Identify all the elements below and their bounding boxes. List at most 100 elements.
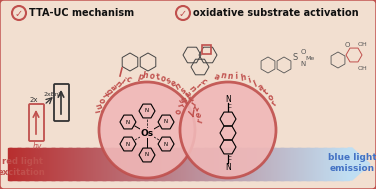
Bar [170,148,172,180]
Bar [59,148,61,180]
Bar [146,148,148,180]
Bar [316,148,318,180]
Bar [11,148,13,180]
Bar [124,148,125,180]
Circle shape [99,82,195,178]
Bar [55,148,56,180]
Bar [223,148,225,180]
Bar [18,148,20,180]
Bar [49,148,50,180]
Text: o: o [159,73,167,84]
Text: g: g [178,95,189,104]
Bar [104,148,106,180]
Bar [114,148,115,180]
Bar [45,148,47,180]
Bar [313,148,314,180]
Bar [62,148,64,180]
Bar [296,148,297,180]
Bar [212,148,214,180]
Bar [297,148,299,180]
Bar [239,148,241,180]
Bar [247,148,249,180]
Text: red light
excitation: red light excitation [0,157,46,177]
Bar [335,148,337,180]
Bar [9,148,11,180]
Bar [200,148,201,180]
Text: Me: Me [305,56,315,60]
Bar [182,148,184,180]
Bar [96,148,98,180]
Bar [32,148,33,180]
Text: oxidative substrate activation: oxidative substrate activation [193,8,359,18]
Bar [202,148,203,180]
Bar [346,148,347,180]
Bar [268,148,269,180]
Bar [118,148,120,180]
Bar [347,148,349,180]
Bar [105,148,107,180]
Bar [145,148,147,180]
Bar [330,148,332,180]
Bar [209,148,210,180]
Bar [276,148,277,180]
Text: N: N [126,142,130,146]
Text: i: i [120,77,126,86]
Bar [289,148,291,180]
Text: Os: Os [141,129,153,138]
Bar [221,148,223,180]
Bar [10,148,12,180]
Bar [100,148,102,180]
Bar [231,148,233,180]
Bar [44,148,46,180]
Bar [230,148,232,180]
Bar [73,148,74,180]
Text: ✓: ✓ [15,9,23,19]
Bar [87,148,89,180]
Bar [188,148,190,180]
Bar [34,148,36,180]
Bar [134,148,135,180]
Bar [139,148,141,180]
Bar [129,148,131,180]
Text: s: s [179,85,188,95]
Bar [156,148,158,180]
Bar [194,148,196,180]
Bar [177,148,179,180]
Bar [142,148,143,180]
Bar [136,148,138,180]
Text: t: t [186,95,196,103]
Bar [69,148,71,180]
Bar [246,148,248,180]
Bar [165,148,167,180]
Bar [27,148,29,180]
Text: OH: OH [357,66,367,70]
Text: c: c [125,74,132,84]
Bar [171,148,173,180]
Bar [66,148,67,180]
Bar [76,148,77,180]
Bar [61,148,63,180]
Bar [204,148,206,180]
Bar [334,148,336,180]
Bar [97,148,99,180]
Bar [24,148,26,180]
Bar [267,148,268,180]
Text: t: t [155,72,160,82]
Bar [282,148,284,180]
Bar [47,148,48,180]
Bar [95,148,97,180]
Bar [340,148,342,180]
Bar [144,148,146,180]
Bar [126,148,127,180]
Text: blue light
emission: blue light emission [327,153,376,173]
Bar [41,148,42,180]
Bar [332,148,334,180]
Text: i: i [235,72,239,81]
Text: n: n [174,81,184,92]
Bar [304,148,305,180]
Bar [150,148,151,180]
Bar [256,148,258,180]
Bar [278,148,279,180]
Bar [179,148,181,180]
Bar [111,148,113,180]
